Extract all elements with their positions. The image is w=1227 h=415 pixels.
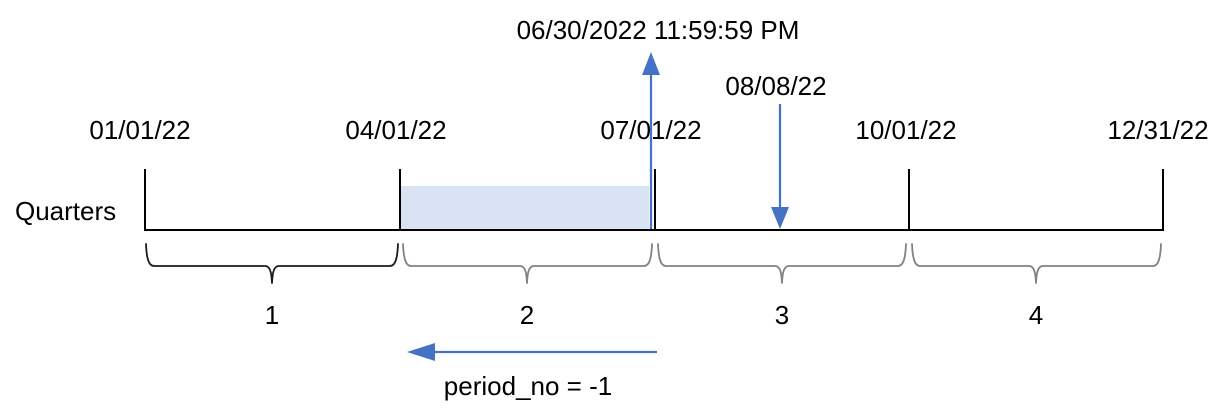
quarter-number-4: 4 (1028, 300, 1044, 330)
period-no-label: period_no = -1 (443, 371, 613, 401)
date-label-jan-1: 01/01/22 (89, 115, 191, 145)
quarter-3-brace (657, 243, 907, 284)
quarters-axis-label: Quarters (15, 196, 117, 226)
base-date-down-arrow-head (771, 207, 789, 229)
base-date-label: 08/08/22 (725, 71, 827, 101)
result-up-arrow-head (642, 52, 660, 75)
date-label-dec-31: 12/31/22 (1107, 115, 1209, 145)
date-label-apr-1: 04/01/22 (345, 115, 447, 145)
date-label-jul-1: 07/01/22 (600, 115, 702, 145)
period-no-arrow-head (407, 343, 435, 361)
date-label-oct-1: 10/01/22 (855, 115, 957, 145)
quarter-4-brace (911, 243, 1162, 284)
quarter-number-3: 3 (774, 300, 790, 330)
quarter-end-result-label: 06/30/2022 11:59:59 PM (516, 15, 800, 45)
quarter-number-1: 1 (264, 300, 280, 330)
quarter-1-brace (145, 243, 399, 284)
quarter-2-brace (402, 243, 653, 284)
quarter-number-2: 2 (519, 300, 535, 330)
highlighted-quarter-region (401, 186, 649, 230)
